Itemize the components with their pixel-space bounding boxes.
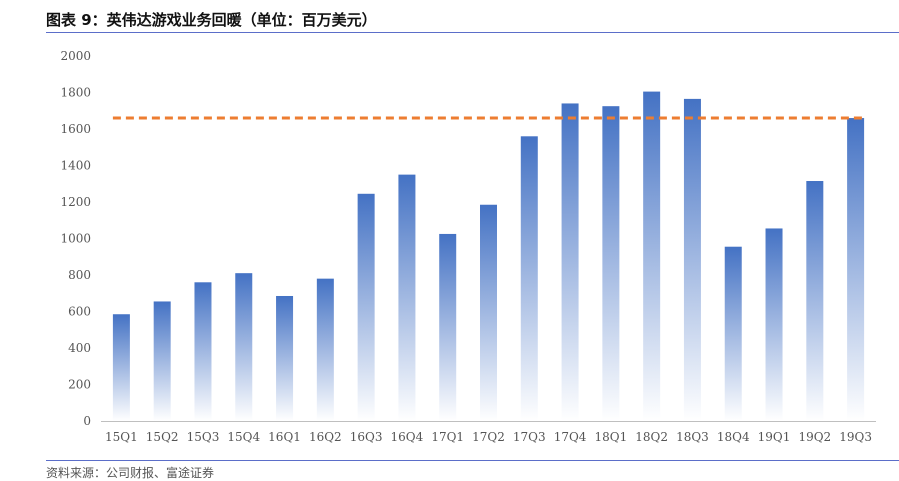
bar-chart: 0 200 400 600 800 1000 1200 1400 1600 1800 2000 15… (60, 49, 876, 444)
y-tick-label: 600 (68, 305, 91, 319)
x-tick-label: 15Q2 (146, 430, 179, 444)
x-tick-label: 15Q1 (105, 430, 138, 444)
bar-18Q3 (683, 98, 701, 421)
x-tick-label: 18Q3 (676, 430, 709, 444)
bar-16Q3 (357, 193, 375, 421)
x-tick-label: 15Q3 (187, 430, 220, 444)
y-tick-label: 200 (68, 378, 91, 392)
y-tick-label: 1000 (60, 232, 91, 246)
top-rule (46, 32, 899, 33)
y-tick-label: 400 (68, 341, 91, 355)
bar-15Q1 (112, 314, 130, 421)
bar-15Q4 (235, 273, 253, 421)
x-tick-label: 15Q4 (227, 430, 260, 444)
bar-18Q2 (643, 91, 661, 422)
x-tick-label: 17Q2 (472, 430, 505, 444)
x-tick-label: 18Q2 (635, 430, 668, 444)
bar-16Q4 (398, 174, 416, 421)
x-tick-label: 19Q1 (758, 430, 791, 444)
source-note: 资料来源：公司财报、富途证券 (46, 466, 215, 480)
bar-19Q3 (847, 118, 865, 422)
x-tick-label: 19Q3 (839, 430, 872, 444)
x-tick-label: 18Q1 (594, 430, 627, 444)
y-tick-label: 1200 (60, 195, 91, 209)
x-tick-label: 17Q3 (513, 430, 546, 444)
bar-16Q1 (276, 295, 294, 421)
bar-15Q3 (194, 282, 212, 421)
x-tick-label: 16Q3 (350, 430, 383, 444)
bar-19Q1 (765, 228, 783, 421)
x-tick-label: 16Q4 (391, 430, 424, 444)
bar-17Q4 (561, 103, 579, 421)
bottom-rule (46, 460, 899, 461)
bar-15Q2 (153, 301, 171, 421)
y-tick-label: 1600 (60, 122, 91, 136)
y-tick-label: 2000 (60, 49, 91, 63)
x-tick-label: 16Q1 (268, 430, 301, 444)
y-tick-label: 1400 (60, 159, 91, 173)
bar-17Q2 (480, 204, 497, 421)
x-tick-label: 19Q2 (798, 430, 831, 444)
bar-18Q1 (602, 106, 620, 421)
x-tick-label: 18Q4 (717, 430, 750, 444)
chart-title: 图表 9：英伟达游戏业务回暖（单位：百万美元） (46, 11, 377, 29)
bar-17Q3 (520, 136, 538, 422)
bar-16Q2 (316, 278, 334, 421)
bar-17Q1 (439, 233, 457, 421)
y-tick-label: 0 (83, 414, 91, 428)
x-tick-label: 16Q2 (309, 430, 342, 444)
bar-18Q4 (724, 246, 742, 421)
y-tick-label: 800 (68, 268, 91, 282)
x-tick-label: 17Q4 (554, 430, 587, 444)
y-tick-label: 1800 (60, 86, 91, 100)
x-tick-label: 17Q1 (431, 430, 464, 444)
bar-19Q2 (806, 181, 824, 421)
